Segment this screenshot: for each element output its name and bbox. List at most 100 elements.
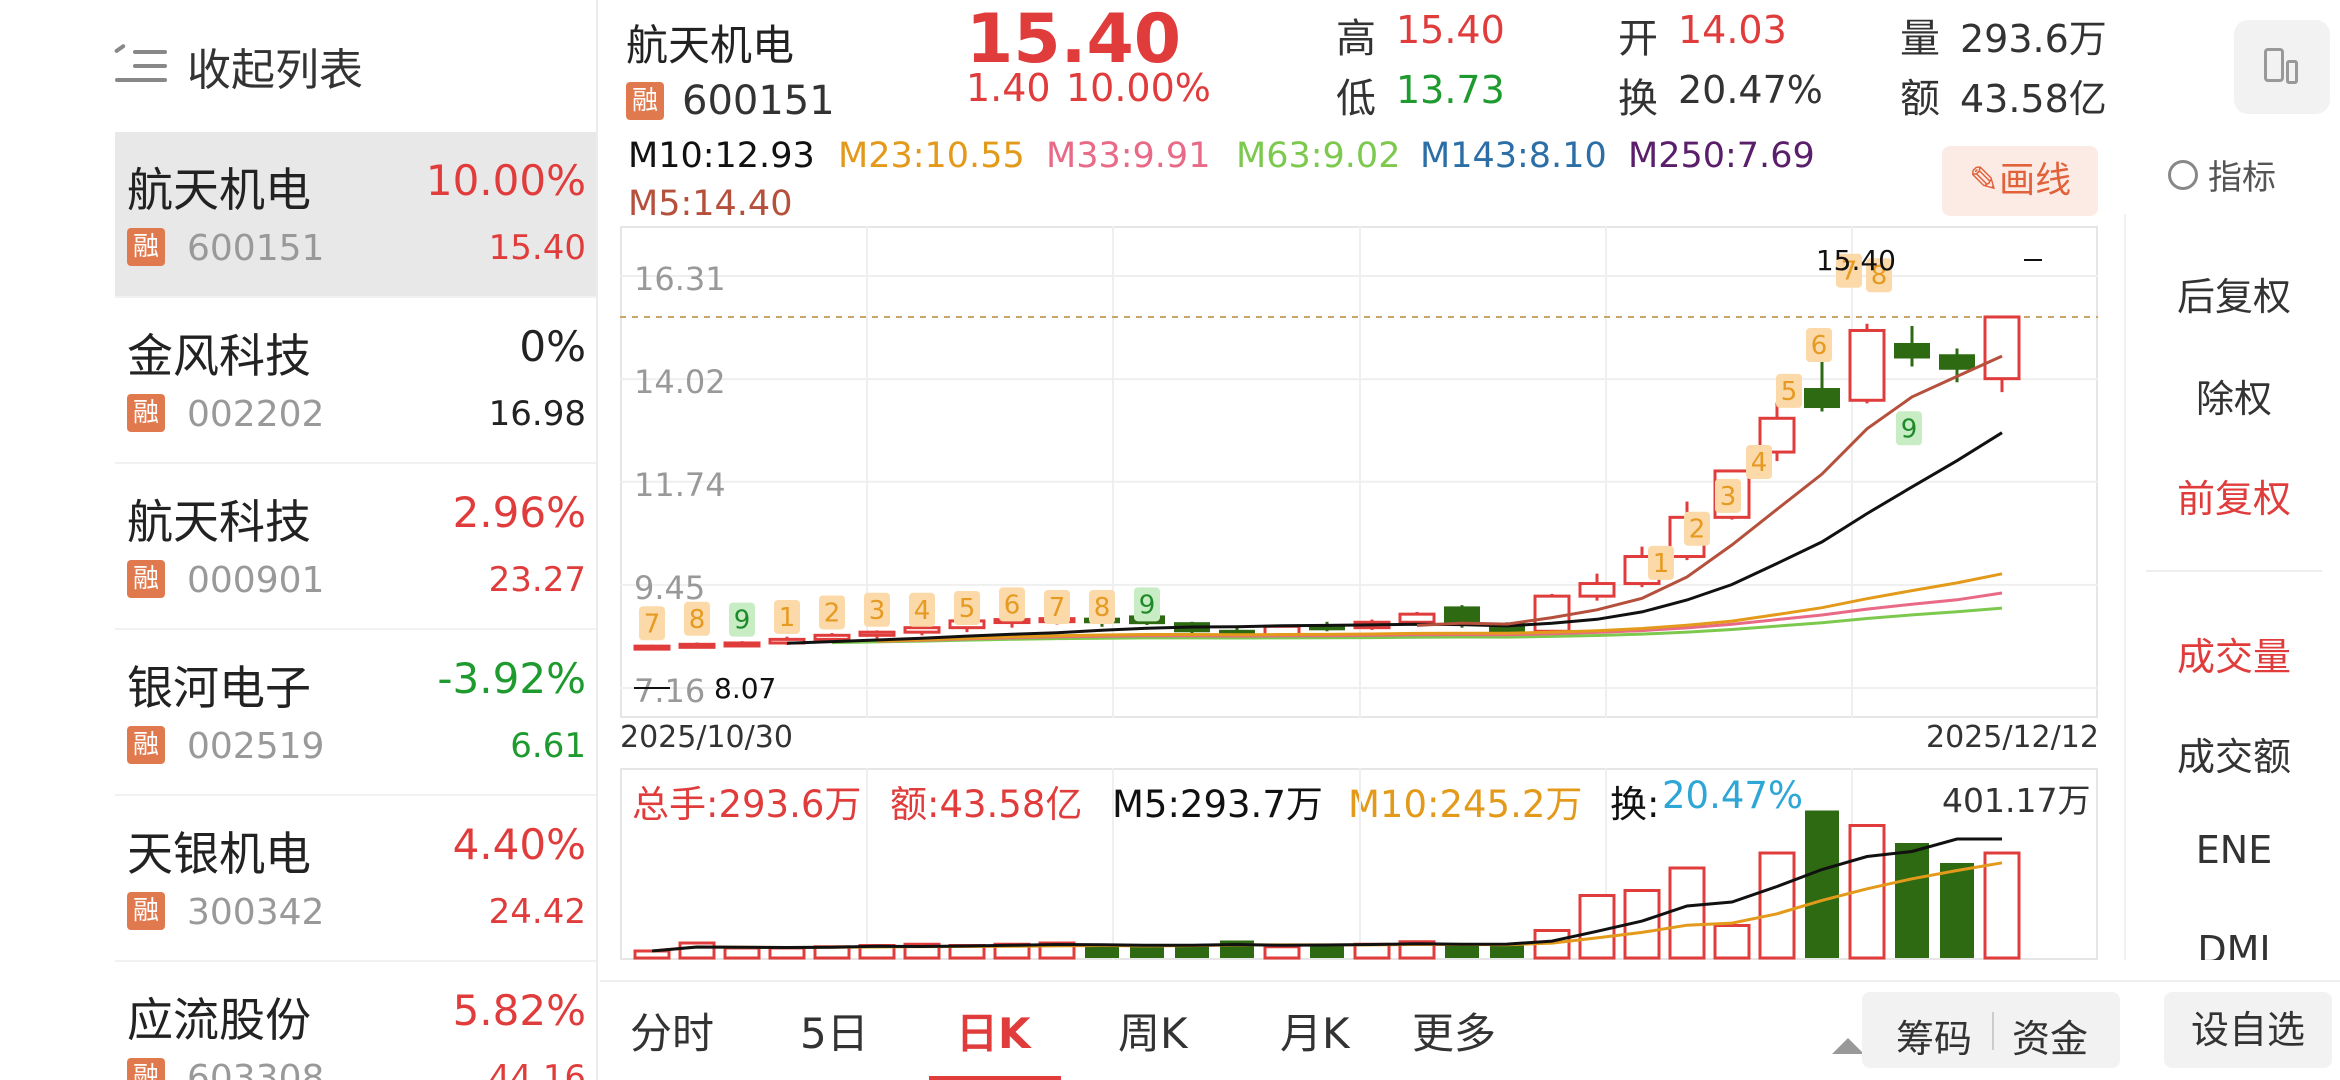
watchlist-item-pct: 10.00% <box>425 156 586 205</box>
margin-badge: 融 <box>127 560 165 598</box>
watchlist-item[interactable]: 航天科技 2.96% 融 000901 23.27 <box>115 464 596 630</box>
collapse-list-label: 收起列表 <box>187 45 363 96</box>
candle-body <box>858 630 896 637</box>
candle-body <box>1444 606 1480 626</box>
volume-bar <box>723 946 761 960</box>
volume-bar <box>1310 945 1344 958</box>
td-count-label: 8 <box>1094 593 1111 623</box>
td-count-label: 9 <box>1901 414 1918 444</box>
option-back-adjusted[interactable]: 后复权 <box>2176 275 2291 319</box>
tab-daily-k[interactable]: 日K <box>956 1009 1031 1058</box>
draw-line-button[interactable]: ✎画线 <box>1942 146 2098 216</box>
candle-body <box>1804 388 1840 409</box>
option-ex-rights[interactable]: 除权 <box>2195 377 2272 421</box>
volume-total: 总手:293.6万 <box>632 783 862 826</box>
volume-chart[interactable] <box>620 768 2098 960</box>
stock-name: 航天机电 <box>626 21 795 70</box>
margin-badge: 融 <box>127 394 165 432</box>
td-count-badge <box>1896 411 1922 446</box>
y-axis-tick: 16.31 <box>634 260 726 298</box>
period-tab-bar: 分时 5日 日K 周K 月K 更多 筹码 资金 设自选 <box>600 980 2340 1080</box>
watchlist-item-code: 300342 <box>187 892 325 933</box>
y-axis-tick: 14.02 <box>634 363 726 401</box>
watchlist-item[interactable]: 航天机电 10.00% 融 600151 15.40 <box>115 132 596 298</box>
candle-body <box>678 642 716 649</box>
high-label: 高 <box>1336 16 1376 62</box>
tab-monthly-k[interactable]: 月K <box>1280 1009 1350 1058</box>
td-count-badge <box>684 601 710 636</box>
watchlist-item-name: 航天机电 <box>127 163 311 217</box>
option-ene[interactable]: ENE <box>2195 828 2273 872</box>
device-switch-button[interactable] <box>2234 20 2330 114</box>
option-forward-adjusted[interactable]: 前复权 <box>2176 477 2291 521</box>
low-value: 13.73 <box>1396 68 1505 112</box>
watchlist-item[interactable]: 银河电子 -3.92% 融 002519 6.61 <box>115 630 596 796</box>
td-count-badge <box>999 587 1025 622</box>
volume-label: 量 <box>1900 16 1940 62</box>
quote-header: 航天机电 融 600151 15.40 1.40 10.00% 高 15.40 … <box>600 0 2340 132</box>
option-dmi[interactable]: DMI <box>2197 928 2271 960</box>
low-label: 低 <box>1336 76 1376 122</box>
td-count-label: 7 <box>1049 593 1066 623</box>
volume-turnover-label: 换: <box>1610 783 1660 826</box>
watchlist-item[interactable]: 应流股份 5.82% 融 603308 44.16 <box>115 962 596 1080</box>
volume-bar <box>1175 945 1209 958</box>
td-count-badge <box>1715 478 1741 513</box>
watchlist-item-pct: 2.96% <box>452 488 586 537</box>
ma10-line <box>786 431 2003 645</box>
chips-button[interactable]: 筹码 <box>1896 1017 1973 1061</box>
collapse-list-button[interactable]: 收起列表 <box>113 0 363 132</box>
margin-badge: 融 <box>127 726 165 764</box>
draw-line-label: 画线 <box>1999 160 2072 201</box>
y-axis-tick: 11.74 <box>634 466 726 504</box>
candle-body <box>1398 612 1436 624</box>
right-options-panel: 后复权 除权 前复权 成交量 成交额 ENE DMI <box>2124 214 2340 960</box>
td-count-badge <box>819 595 845 630</box>
chip-divider <box>1992 1012 1994 1050</box>
td-count-label: 9 <box>734 606 751 636</box>
td-count-label: 9 <box>1139 590 1156 620</box>
ma5-line <box>1416 354 2003 627</box>
watchlist-item-price: 16.98 <box>488 394 586 434</box>
candle-body <box>1894 342 1930 359</box>
ma33-label: M33:9.91 <box>1046 136 1211 176</box>
pencil-icon: ✎ <box>1968 160 2000 201</box>
tab-weekly-k[interactable]: 周K <box>1118 1009 1188 1058</box>
watchlist-item-code: 603308 <box>187 1058 325 1080</box>
volume-bar <box>1983 851 2021 960</box>
chip-group: 筹码 资金 <box>1862 992 2120 1068</box>
td-count-badge <box>1806 327 1832 362</box>
turnover-label: 换 <box>1618 76 1658 122</box>
tab-5day[interactable]: 5日 <box>800 1009 869 1058</box>
stock-code: 600151 <box>682 78 835 124</box>
td-count-label: 8 <box>689 605 706 635</box>
chart-end-date: 2025/12/12 <box>1926 720 2099 755</box>
capital-flow-button[interactable]: 资金 <box>2012 1017 2089 1061</box>
td-count-label: 2 <box>1689 515 1706 545</box>
amount-label: 额 <box>1900 76 1940 122</box>
td-count-label: 1 <box>779 603 796 633</box>
low-price-marker: 8.07 <box>714 672 776 705</box>
watchlist-item[interactable]: 天银机电 4.40% 融 300342 24.42 <box>115 796 596 962</box>
candle-body <box>1533 594 1571 633</box>
volume-bar <box>1130 946 1164 958</box>
indicator-button[interactable]: 指标 <box>2168 150 2276 199</box>
td-count-badge <box>1684 511 1710 546</box>
volume-bar <box>1758 851 1796 960</box>
candle-body <box>903 626 941 634</box>
candle-body <box>813 633 851 641</box>
watchlist-item-pct: -3.92% <box>437 654 586 703</box>
option-turnover-amount[interactable]: 成交额 <box>2176 735 2291 779</box>
volume-ma10-line <box>651 861 2003 953</box>
price-change: 1.40 <box>966 66 1051 110</box>
add-to-watchlist-button[interactable]: 设自选 <box>2164 992 2332 1068</box>
tab-more[interactable]: 更多 <box>1412 1000 1864 1061</box>
tab-intraday[interactable]: 分时 <box>630 1009 715 1058</box>
td-count-badge <box>1089 590 1115 625</box>
td-count-badge <box>909 592 935 627</box>
td-count-badge <box>729 602 755 637</box>
option-volume[interactable]: 成交量 <box>2176 635 2291 679</box>
watchlist-item-price: 44.16 <box>488 1058 586 1080</box>
watchlist-item[interactable]: 金风科技 0% 融 002202 16.98 <box>115 298 596 464</box>
